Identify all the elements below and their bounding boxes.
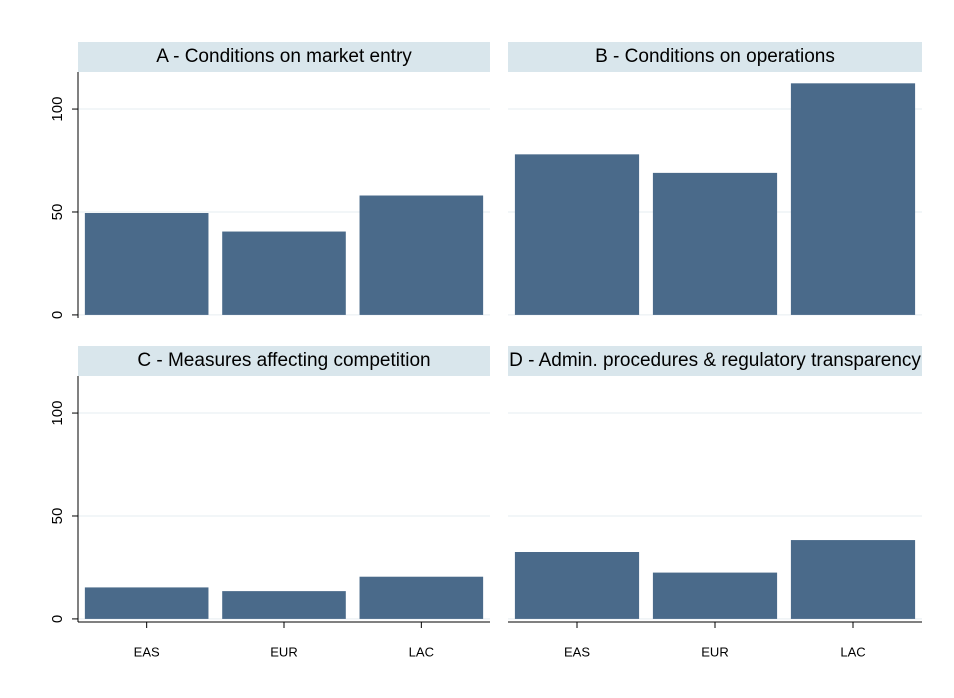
bar [359, 195, 484, 315]
y-tick-label: 100 [49, 97, 66, 122]
bar [652, 572, 778, 619]
bar [790, 540, 916, 619]
x-tick-label: LAC [409, 644, 434, 659]
panel-title: A - Conditions on market entry [156, 46, 412, 67]
bar [514, 154, 640, 315]
x-tick-label: EUR [270, 644, 297, 659]
panel-title: B - Conditions on operations [595, 46, 835, 67]
bar [359, 576, 484, 619]
panel-title: C - Measures affecting competition [137, 350, 430, 371]
bar [84, 587, 209, 619]
x-tick-label: EAS [564, 644, 590, 659]
y-tick-label: 100 [49, 401, 66, 426]
y-tick-label: 0 [49, 311, 66, 319]
x-tick-label: EAS [134, 644, 160, 659]
x-tick-label: LAC [840, 644, 865, 659]
panel-header [508, 346, 922, 376]
panel-header [78, 346, 490, 376]
bar [222, 591, 346, 619]
y-tick-label: 50 [49, 204, 66, 221]
bar [790, 83, 916, 315]
y-tick-label: 50 [49, 508, 66, 525]
bar [222, 231, 346, 315]
y-tick-label: 0 [49, 615, 66, 623]
bar [514, 552, 640, 619]
bar [652, 172, 778, 315]
panel-header [508, 42, 922, 72]
bar [84, 213, 209, 315]
x-tick-label: EUR [701, 644, 728, 659]
panel-title: D - Admin. procedures & regulatory trans… [509, 350, 921, 371]
panel-header [78, 42, 490, 72]
